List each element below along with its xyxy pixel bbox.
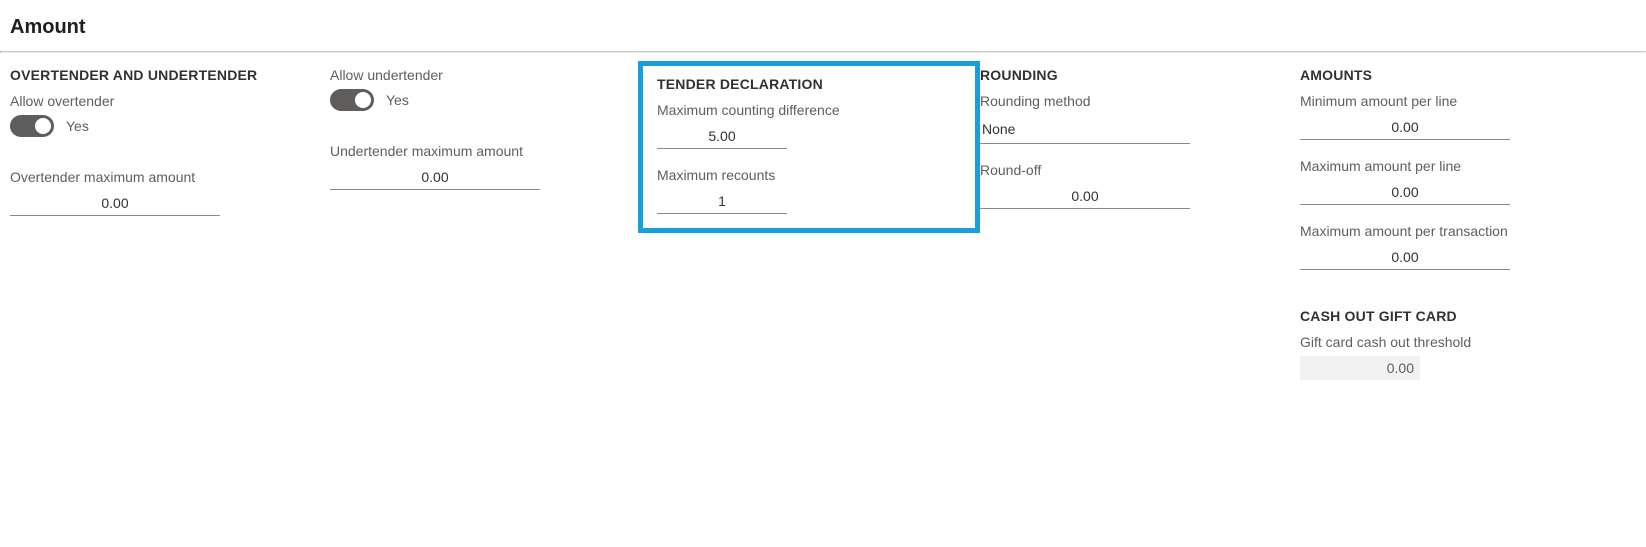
max-per-txn-field: Maximum amount per transaction — [1300, 223, 1630, 270]
max-per-txn-label: Maximum amount per transaction — [1300, 223, 1630, 239]
max-recounts-input[interactable] — [657, 189, 787, 214]
max-counting-diff-field: Maximum counting difference — [657, 102, 961, 149]
max-per-line-input[interactable] — [1300, 180, 1510, 205]
max-recounts-label: Maximum recounts — [657, 167, 961, 183]
max-per-line-field: Maximum amount per line — [1300, 158, 1630, 205]
cash-out-threshold-field: Gift card cash out threshold — [1300, 334, 1630, 380]
tender-declaration-highlight: TENDER DECLARATION Maximum counting diff… — [638, 61, 980, 233]
max-recounts-field: Maximum recounts — [657, 167, 961, 214]
undertender-max-label: Undertender maximum amount — [330, 143, 650, 159]
overtender-max-input[interactable] — [10, 191, 220, 216]
allow-undertender-value: Yes — [386, 92, 409, 108]
min-per-line-label: Minimum amount per line — [1300, 93, 1630, 109]
rounding-heading: ROUNDING — [980, 67, 1300, 83]
roundoff-input[interactable] — [980, 184, 1190, 209]
roundoff-field: Round-off — [980, 162, 1300, 209]
cash-out-threshold-label: Gift card cash out threshold — [1300, 334, 1630, 350]
allow-overtender-field: Allow overtender Yes — [10, 93, 330, 151]
overtender-max-field: Overtender maximum amount — [10, 169, 330, 216]
min-per-line-input[interactable] — [1300, 115, 1510, 140]
tender-declaration-heading: TENDER DECLARATION — [657, 76, 961, 92]
max-per-line-label: Maximum amount per line — [1300, 158, 1630, 174]
allow-overtender-value: Yes — [66, 118, 89, 134]
col-rounding: ROUNDING Rounding method None Round-off — [980, 67, 1300, 398]
col-overtender-a: OVERTENDER AND UNDERTENDER Allow overten… — [10, 67, 330, 398]
allow-overtender-toggle[interactable] — [10, 115, 54, 137]
allow-overtender-label: Allow overtender — [10, 93, 330, 109]
amounts-heading: AMOUNTS — [1300, 67, 1630, 83]
allow-undertender-label: Allow undertender — [330, 67, 650, 83]
amount-form: OVERTENDER AND UNDERTENDER Allow overten… — [0, 53, 1646, 412]
col-tender-declaration: TENDER DECLARATION Maximum counting diff… — [650, 67, 980, 398]
undertender-max-input[interactable] — [330, 165, 540, 190]
cash-out-heading: CASH OUT GIFT CARD — [1300, 308, 1630, 324]
page-title: Amount — [0, 0, 1646, 51]
cash-out-threshold-input — [1300, 356, 1420, 380]
col-overtender-b: Allow undertender Yes Undertender maximu… — [330, 67, 650, 398]
undertender-max-field: Undertender maximum amount — [330, 143, 650, 190]
rounding-method-field: Rounding method None — [980, 93, 1300, 144]
min-per-line-field: Minimum amount per line — [1300, 93, 1630, 140]
overtender-heading: OVERTENDER AND UNDERTENDER — [10, 67, 330, 83]
col-amounts: AMOUNTS Minimum amount per line Maximum … — [1300, 67, 1630, 398]
max-counting-diff-input[interactable] — [657, 124, 787, 149]
allow-undertender-toggle[interactable] — [330, 89, 374, 111]
rounding-method-label: Rounding method — [980, 93, 1300, 109]
rounding-method-select[interactable]: None — [980, 115, 1190, 144]
roundoff-label: Round-off — [980, 162, 1300, 178]
allow-undertender-field: Allow undertender Yes — [330, 67, 650, 125]
max-counting-diff-label: Maximum counting difference — [657, 102, 961, 118]
max-per-txn-input[interactable] — [1300, 245, 1510, 270]
overtender-max-label: Overtender maximum amount — [10, 169, 330, 185]
